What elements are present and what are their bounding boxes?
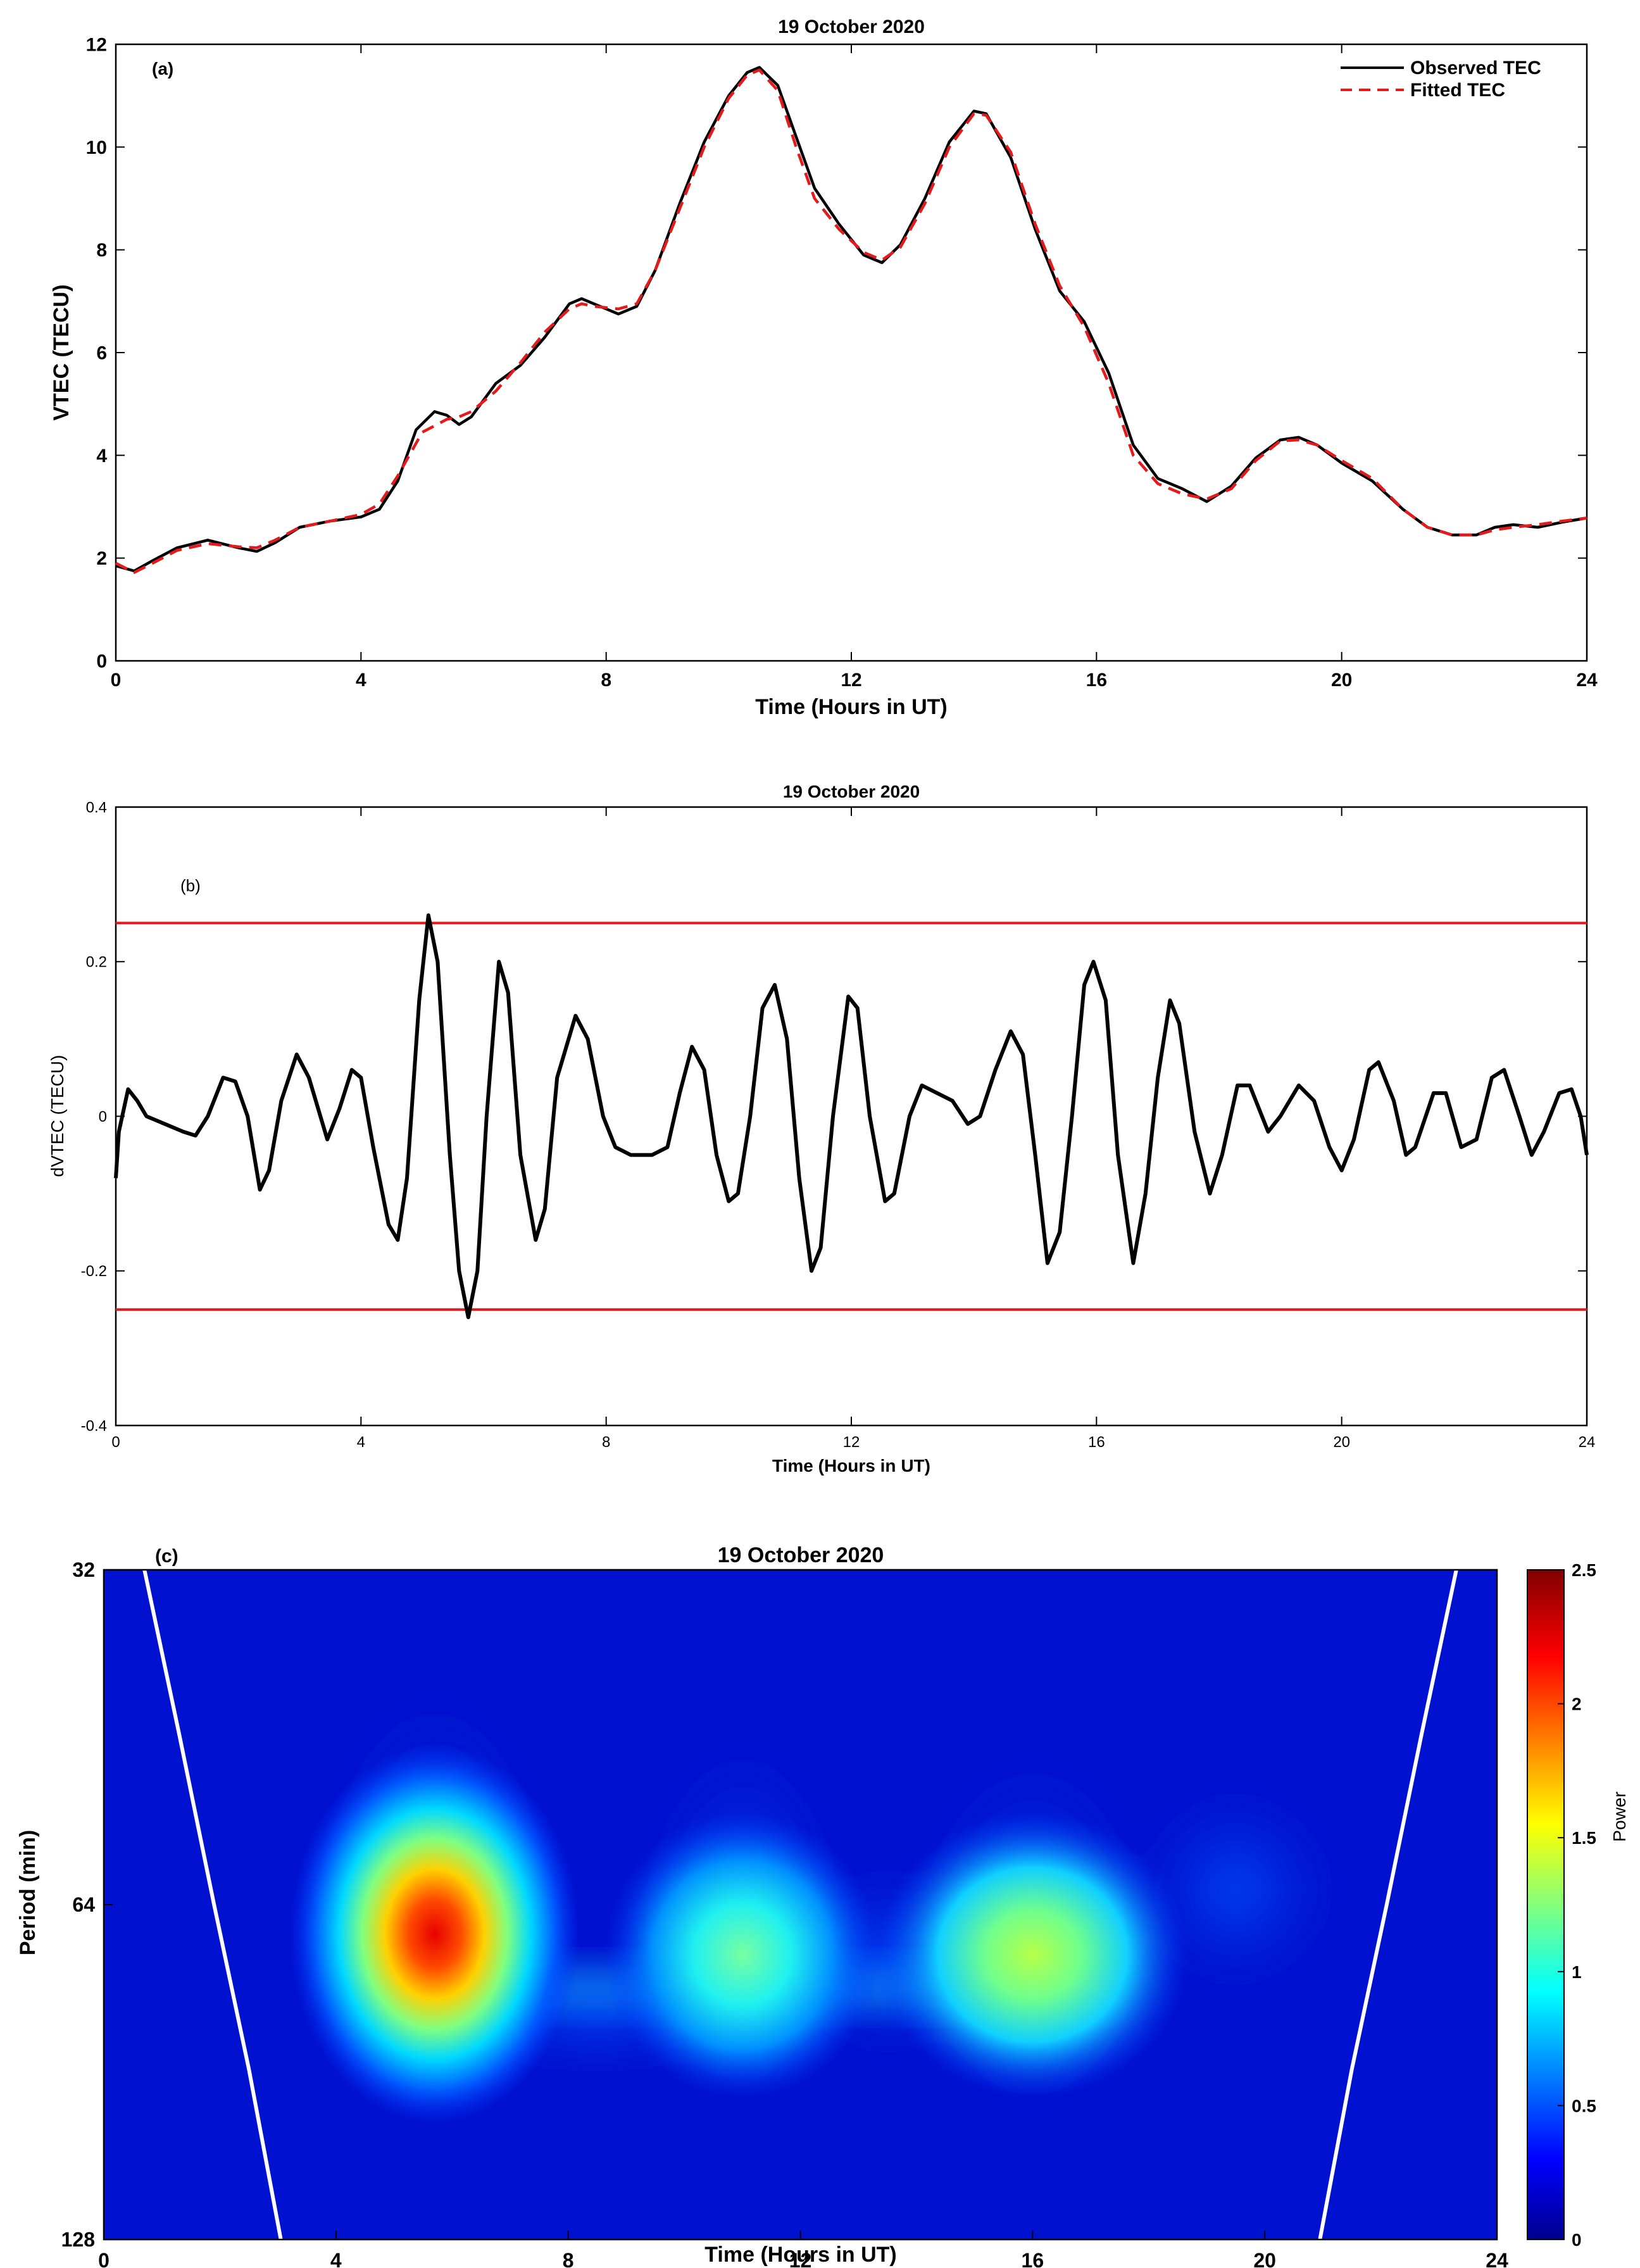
legend-observed-label: Observed TEC bbox=[1410, 58, 1541, 78]
colorbar-tick-label-2: 1 bbox=[1572, 1962, 1582, 1982]
colorbar-gradient bbox=[1527, 1569, 1565, 2240]
c-xtick-label-5: 20 bbox=[1253, 2249, 1276, 2268]
panel-c-ylabel: Period (min) bbox=[16, 1830, 40, 1955]
colorbar-tick-label-1: 0.5 bbox=[1572, 2096, 1596, 2115]
panel-b-ylabel: dVTEC (TECU) bbox=[47, 1055, 67, 1177]
c-coi-curve-1 bbox=[1318, 1570, 1458, 2240]
a-ytick-label-0: 0 bbox=[96, 651, 107, 672]
panel-a-legend: Observed TEC Fitted TEC bbox=[1341, 58, 1541, 101]
wavelet-heatmap bbox=[104, 1570, 1497, 2240]
panel-a-ylabel: VTEC (TECU) bbox=[49, 284, 73, 420]
a-xtick-label-5: 20 bbox=[1331, 670, 1352, 691]
colorbar: Power 0 0.5 1 1.5 2 2.5 bbox=[1527, 1560, 1629, 2250]
c-ytick-label-0: 32 bbox=[72, 1558, 95, 1581]
b-ytick-label-3: 0.2 bbox=[86, 954, 107, 971]
a-ytick-label-2: 4 bbox=[96, 446, 107, 467]
panel-c-xlabel: Time (Hours in UT) bbox=[704, 2243, 897, 2267]
colorbar-tick-label-3: 1.5 bbox=[1572, 1828, 1596, 1848]
panel-a-observed-fitted-tec: 19 October 2020 (a) Time (Hours in UT) V… bbox=[49, 16, 1598, 719]
b-xtick-label-4: 16 bbox=[1088, 1434, 1105, 1451]
a-ytick-label-5: 10 bbox=[86, 137, 107, 158]
colorbar-tick-label-4: 2 bbox=[1572, 1695, 1582, 1714]
colorbar-tick-label-5: 2.5 bbox=[1572, 1560, 1596, 1580]
a-xtick-label-4: 16 bbox=[1086, 670, 1107, 691]
c-xtick-label-0: 0 bbox=[98, 2249, 110, 2268]
panel-a-label: (a) bbox=[152, 59, 173, 78]
a-xtick-label-1: 4 bbox=[356, 670, 366, 691]
c-ytick-label-1: 64 bbox=[72, 1893, 95, 1916]
panel-b-xlabel: Time (Hours in UT) bbox=[772, 1456, 930, 1475]
b-xtick-label-6: 24 bbox=[1579, 1434, 1596, 1451]
c-power-blob-2 bbox=[874, 1809, 1191, 2101]
a-xtick-label-0: 0 bbox=[111, 670, 122, 691]
b-ytick-label-2: 0 bbox=[99, 1108, 107, 1125]
c-xtick-label-2: 8 bbox=[563, 2249, 574, 2268]
a-ytick-label-6: 12 bbox=[86, 35, 107, 56]
b-xtick-label-5: 20 bbox=[1333, 1434, 1350, 1451]
a-ytick-label-4: 8 bbox=[96, 240, 107, 261]
a-xtick-label-3: 12 bbox=[841, 670, 861, 691]
panel-a-xlabel: Time (Hours in UT) bbox=[755, 695, 948, 719]
panel-c-label: (c) bbox=[155, 1546, 178, 1567]
c-xtick-label-4: 16 bbox=[1022, 2249, 1044, 2268]
cone-of-influence bbox=[142, 1570, 1458, 2240]
a-series-line-1 bbox=[115, 68, 1587, 574]
a-ytick-label-3: 6 bbox=[96, 343, 107, 364]
panel-b-dvtec: 19 October 2020 (b) Time (Hours in UT) d… bbox=[47, 782, 1595, 1475]
b-xtick-label-3: 12 bbox=[843, 1434, 860, 1451]
b-ytick-label-4: 0.4 bbox=[86, 799, 107, 816]
panel-c-title: 19 October 2020 bbox=[718, 1543, 884, 1567]
panel-b-ticks: 0 4 8 12 16 20 24 -0.4 -0.2 0 0.2 0.4 bbox=[81, 799, 1596, 1451]
b-xtick-label-0: 0 bbox=[111, 1434, 120, 1451]
b-xtick-label-2: 8 bbox=[602, 1434, 610, 1451]
panel-a-axes-box bbox=[115, 43, 1588, 662]
c-xtick-label-6: 24 bbox=[1486, 2249, 1508, 2268]
a-ytick-label-1: 2 bbox=[96, 548, 107, 569]
heatmap-blobs bbox=[289, 1744, 1191, 2124]
panel-b-series bbox=[114, 913, 1589, 1319]
c-coi-curve-0 bbox=[142, 1570, 283, 2240]
b-ytick-label-1: -0.2 bbox=[81, 1263, 107, 1280]
b-series-line-0 bbox=[114, 913, 1589, 1319]
c-ytick-label-2: 128 bbox=[61, 2228, 95, 2251]
b-xtick-label-1: 4 bbox=[357, 1434, 365, 1451]
b-ytick-label-0: -0.4 bbox=[81, 1417, 107, 1434]
c-power-blob-0 bbox=[289, 1744, 580, 2124]
c-xtick-label-3: 12 bbox=[789, 2249, 812, 2268]
colorbar-label: Power bbox=[1610, 1791, 1629, 1841]
a-xtick-label-2: 8 bbox=[601, 670, 611, 691]
c-xtick-label-1: 4 bbox=[330, 2249, 342, 2268]
panel-b-label: (b) bbox=[180, 876, 201, 895]
panel-b-title: 19 October 2020 bbox=[783, 782, 920, 801]
panel-c-wavelet: 19 October 2020 (c) Time (Hours in UT) P… bbox=[16, 1543, 1629, 2268]
legend-fitted-label: Fitted TEC bbox=[1410, 80, 1505, 101]
panel-a-series bbox=[115, 66, 1587, 574]
a-xtick-label-6: 24 bbox=[1576, 670, 1598, 691]
a-series-line-0 bbox=[115, 66, 1587, 573]
colorbar-tick-label-0: 0 bbox=[1572, 2230, 1582, 2250]
panel-a-title: 19 October 2020 bbox=[778, 16, 925, 37]
panel-c-ticks: 0 4 8 12 16 20 24 32 64 128 bbox=[61, 1558, 1508, 2268]
c-power-blob-1 bbox=[603, 1809, 882, 2101]
